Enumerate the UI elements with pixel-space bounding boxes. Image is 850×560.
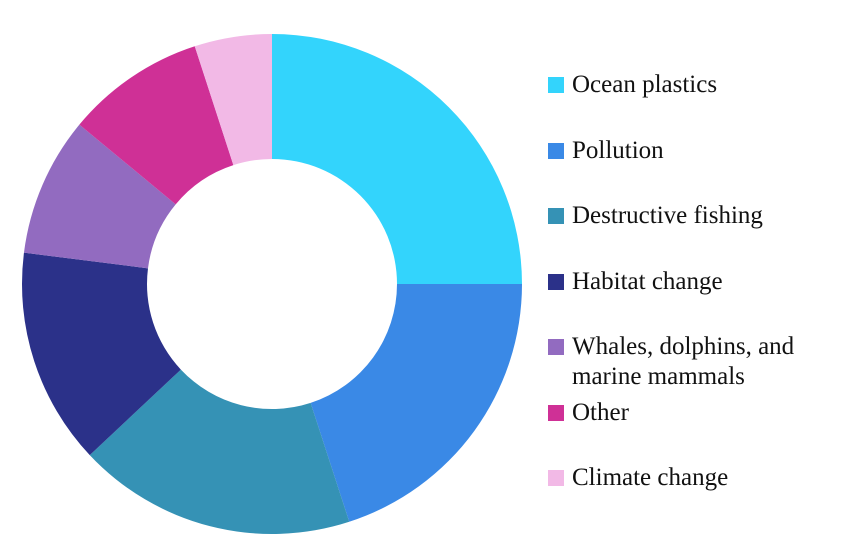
- legend-swatch: [548, 339, 564, 355]
- slice: [89, 369, 350, 534]
- legend-item: Whales, dolphins, and marine mammals: [548, 332, 848, 398]
- legend-item: Pollution: [548, 136, 848, 202]
- slice: [310, 284, 522, 522]
- slice: [23, 124, 176, 269]
- chart: [22, 34, 522, 534]
- legend-item: Habitat change: [548, 267, 848, 333]
- legend-swatch: [548, 273, 564, 290]
- legend-swatch: [548, 142, 564, 159]
- legend-label: Pollution: [572, 136, 664, 164]
- legend-label: Ocean plastics: [572, 71, 718, 98]
- legend-label: Other: [572, 398, 629, 426]
- legend-item: Climate change: [548, 463, 848, 529]
- slice: [194, 34, 272, 166]
- legend: Ocean plastics Pollution Destructive fishi…: [548, 70, 848, 529]
- legend-swatch: [548, 404, 564, 421]
- slice: [22, 252, 181, 456]
- legend-label: Whales, dolphins, and marine mammals: [572, 333, 795, 390]
- legend-swatch: [548, 470, 564, 486]
- legend-swatch: [548, 77, 564, 93]
- slice: [79, 46, 234, 205]
- legend-label: Habitat change: [572, 267, 723, 295]
- legend-item: Destructive fishing: [548, 201, 848, 267]
- legend-label: Climate change: [572, 464, 729, 491]
- legend-swatch: [548, 208, 564, 224]
- slice: [272, 34, 522, 284]
- legend-item: Other: [548, 398, 848, 464]
- legend-label: Destructive fishing: [572, 202, 763, 229]
- legend-item: Ocean plastics: [548, 70, 848, 136]
